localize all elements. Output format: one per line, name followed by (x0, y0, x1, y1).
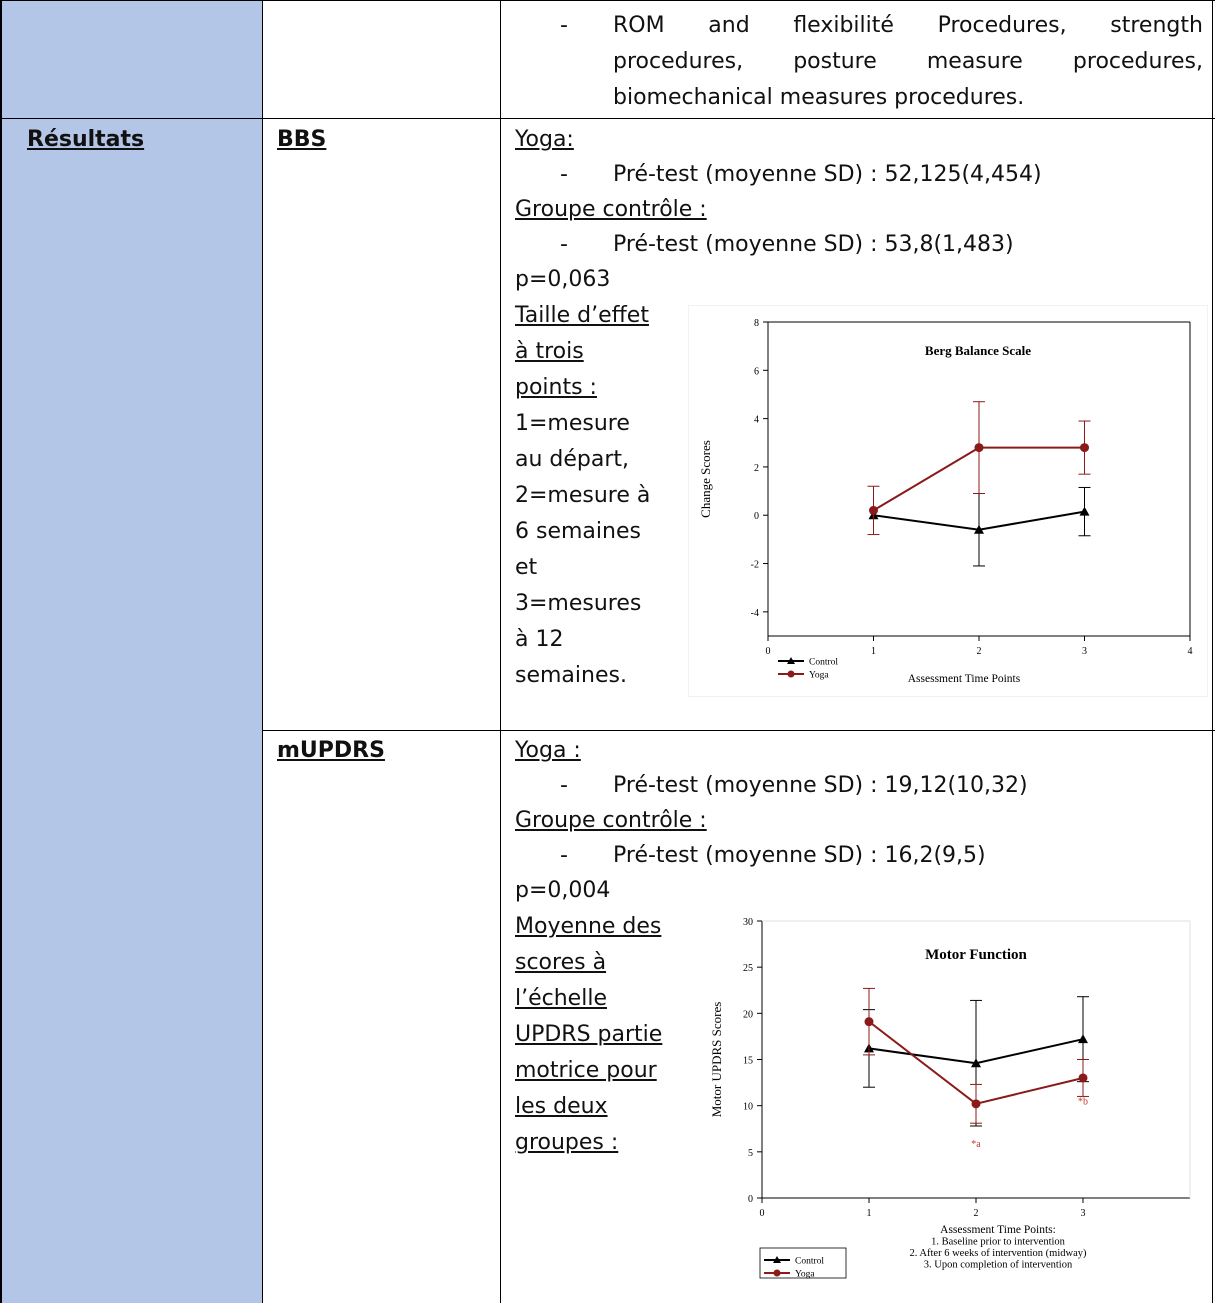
x-tick-label: 0 (760, 1208, 765, 1219)
x-axis-label: Assessment Time Points (908, 673, 1021, 685)
annotation-label: *a (971, 1139, 981, 1150)
legend-marker-yoga (773, 1269, 781, 1277)
mupdrs-control-pretest: Pré-test (moyenne SD) : 16,2(9,5) (613, 843, 986, 868)
y-tick-label: 20 (743, 1009, 753, 1020)
bbs-yoga-pretest: Pré-test (moyenne SD) : 52,125(4,454) (613, 162, 1042, 187)
legend-box (759, 1247, 847, 1279)
x-tick-label: 1 (867, 1208, 872, 1219)
x-tick-label: 2 (977, 646, 982, 657)
y-tick-label: 30 (743, 917, 753, 928)
y-tick-label: 0 (754, 511, 759, 522)
data-point-yoga (974, 443, 984, 453)
x-axis-label: Assessment Time Points: (940, 1224, 1056, 1236)
data-point-control (1079, 506, 1090, 516)
row-divider-results (0, 118, 1215, 119)
data-point-control (1078, 1034, 1088, 1044)
x-axis-note: 3. Upon completion of intervention (924, 1260, 1073, 1271)
bbs-control-pretest: Pré-test (moyenne SD) : 53,8(1,483) (613, 232, 1014, 257)
mupdrs-control-heading: Groupe contrôle : (515, 808, 707, 833)
top-cell-line-3: biomechanical measures procedures. (613, 85, 1025, 110)
row-divider-mupdrs (263, 730, 1215, 731)
y-axis-label: Motor UPDRS Scores (709, 1002, 724, 1118)
row-label-bbs: BBS (277, 127, 327, 152)
bbs-yoga-heading: Yoga: (515, 127, 574, 152)
mupdrs-yoga-heading: Yoga : (515, 738, 581, 763)
data-point-yoga (864, 1017, 874, 1027)
label-column-shading (0, 0, 263, 1303)
x-tick-label: 2 (974, 1208, 979, 1219)
data-point-control (971, 1058, 981, 1068)
table-top-border (0, 0, 1215, 1)
bbs-p-value: p=0,063 (515, 267, 611, 292)
legend-label-yoga: Yoga (795, 1270, 815, 1280)
y-tick-label: 8 (754, 318, 759, 329)
y-tick-label: 6 (754, 366, 759, 377)
right-border (1212, 0, 1213, 1303)
chart-title: Berg Balance Scale (925, 343, 1031, 358)
y-axis-label: Change Scores (698, 440, 713, 518)
x-tick-label: 0 (766, 646, 771, 657)
data-point-yoga (869, 505, 878, 515)
x-tick-label: 3 (1081, 1208, 1086, 1219)
data-point-yoga (1080, 443, 1089, 453)
bbs-chart: -4 -2 0 2 4 6 8 0 1 2 3 4 Berg Balance Scale Change S… (688, 305, 1208, 697)
top-cell-line-1: ROM and flexibilité Procedures, strength (613, 13, 1203, 38)
legend-marker-control (773, 1256, 781, 1263)
legend-label-yoga: Yoga (809, 671, 829, 681)
y-tick-label: -4 (751, 608, 759, 619)
mupdrs-p-value: p=0,004 (515, 878, 611, 903)
y-tick-label: 4 (754, 415, 759, 426)
top-cell-line-2: procedures, posture measure procedures, (613, 49, 1203, 74)
row-label-mupdrs: mUPDRS (277, 738, 385, 763)
legend-marker-yoga (787, 670, 795, 678)
y-tick-label: 25 (743, 963, 753, 974)
y-tick-label: 10 (743, 1102, 753, 1113)
y-tick-label: 0 (748, 1194, 753, 1205)
legend-label-control: Control (795, 1257, 824, 1267)
x-axis-note: 2. After 6 weeks of intervention (midway… (910, 1248, 1087, 1259)
y-tick-label: 5 (748, 1148, 753, 1159)
y-tick-label: -2 (751, 560, 759, 571)
mupdrs-yoga-pretest: Pré-test (moyenne SD) : 19,12(10,32) (613, 773, 1028, 798)
x-tick-label: 4 (1188, 646, 1193, 657)
y-tick-label: 2 (754, 463, 759, 474)
data-point-control (974, 524, 984, 534)
chart-title: Motor Function (925, 947, 1027, 963)
data-point-yoga (1078, 1073, 1088, 1083)
x-tick-label: 3 (1082, 646, 1087, 657)
x-tick-label: 1 (871, 646, 876, 657)
motor-function-chart: 0 5 10 15 20 25 30 0 1 2 3 Motor Function Motor UPDR… (690, 908, 1212, 1301)
section-label-resultats: Résultats (27, 127, 145, 152)
column-divider (500, 0, 501, 1303)
annotation-label: *b (1078, 1097, 1088, 1108)
legend-label-control: Control (809, 658, 838, 668)
legend-marker-control (787, 657, 795, 664)
x-axis-note: 1. Baseline prior to intervention (931, 1237, 1066, 1248)
bbs-control-heading: Groupe contrôle : (515, 197, 707, 222)
data-point-yoga (971, 1099, 981, 1109)
y-tick-label: 15 (743, 1056, 753, 1067)
